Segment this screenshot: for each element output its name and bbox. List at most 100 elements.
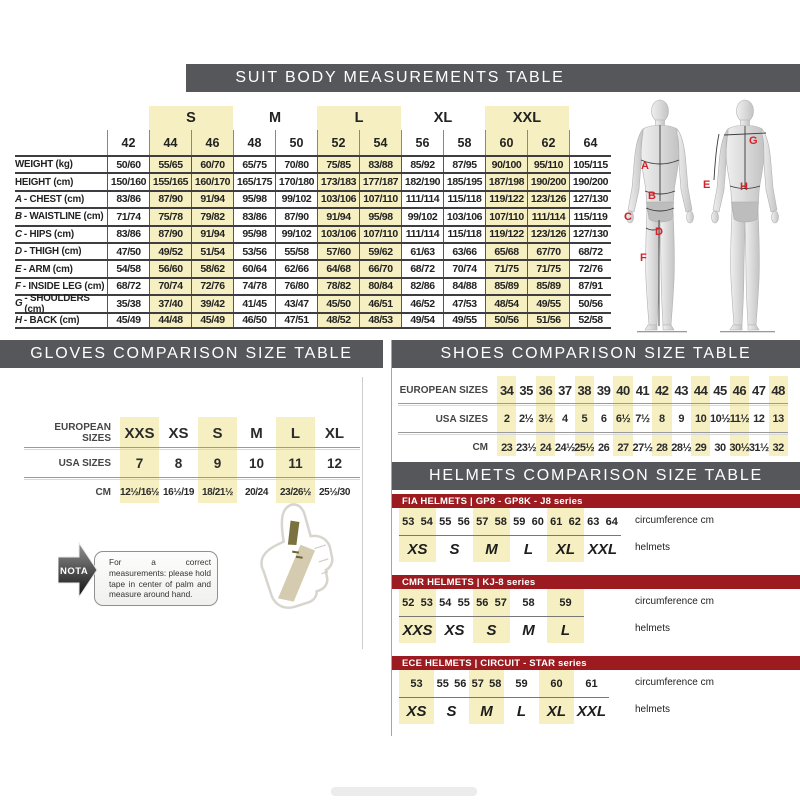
suit-value-cell: 103/106	[317, 226, 359, 242]
suit-size-group-row: S M L XL XXL	[15, 106, 611, 130]
shoes-table-title: SHOES COMPARISON SIZE TABLE	[440, 345, 752, 362]
helmet-circumference-value: 52	[402, 596, 415, 609]
shoes-table-cell: 8	[659, 413, 665, 425]
helmet-circumference-value: 61	[550, 515, 563, 528]
gloves-table-highlight-strip	[198, 417, 237, 503]
suit-value-cell: 76/80	[275, 278, 317, 295]
helmet-circumference-value: 60	[531, 515, 544, 528]
helmet-size-cell: L	[516, 702, 527, 720]
suit-value-cell: 71/75	[527, 261, 569, 277]
gloves-table-row: EUROPEAN SIZES XXS XS S M L XL	[24, 420, 360, 446]
shoes-table-cell: 9	[678, 413, 685, 425]
helmet-circumference-group: 55 56	[434, 670, 469, 697]
measurement-note-bubble: For a correct measurements: please hold …	[94, 551, 218, 607]
figure-label-E: E	[703, 179, 710, 191]
shoes-table-cell: 4	[562, 413, 568, 425]
helmet-section-body: 53 54 55 56 57 58 59 60 61 62 63 64 XS S M L XL XXL	[392, 508, 800, 562]
suit-table-row: C - HIPS (cm) 83/86 87/90 91/94 95/98 99/102 1…	[15, 224, 611, 242]
suit-value-cell: 85/92	[401, 157, 443, 173]
suit-value-cell: 49/55	[443, 313, 485, 327]
suit-value-cell: 123/126	[527, 226, 569, 242]
shoes-table-cell: 32	[772, 441, 785, 454]
suit-value-cell: 75/85	[317, 157, 359, 173]
suit-value-cell: 185/195	[443, 174, 485, 190]
gloves-panel-divider-line	[362, 377, 363, 649]
gloves-table-cell: 8	[174, 456, 183, 471]
suit-size-group: M	[268, 110, 282, 126]
suit-row-label: C - HIPS (cm)	[15, 228, 74, 240]
suit-value-cell: 150/160	[107, 174, 149, 190]
suit-value-cell: 82/86	[401, 278, 443, 295]
gloves-table-row: CM 12½/16½ 16½/19 18/21½ 20/24 23/26½ 25½/30	[24, 481, 360, 503]
gloves-table-cell: 11	[288, 456, 303, 471]
gloves-table-row-label: USA SIZES	[58, 458, 111, 469]
helmet-size-cell: XL	[539, 698, 574, 724]
shoes-table-row: USA SIZES 2 2½ 3½ 4 5 6 6½ 7½ 8 9 10 10½ 11½ 12 13	[398, 407, 788, 431]
shoes-table-cell: 12	[753, 413, 765, 425]
suit-value-cell: 35/38	[107, 296, 149, 312]
shoes-table-cell: 45	[713, 382, 727, 398]
helmet-circumference-value: 56	[457, 515, 470, 528]
suit-value-cell: 70/80	[275, 157, 317, 173]
helmet-size-cell: XXL	[576, 702, 607, 720]
helmet-circumference-value: 57	[494, 596, 507, 609]
helmet-circumference-value: 55	[436, 677, 449, 690]
shoes-table-cell: 30	[714, 441, 726, 454]
helmet-circumference-row: 53 54 55 56 57 58 59 60 61 62 63 64	[399, 508, 621, 536]
suit-value-cell: 103/106	[317, 191, 359, 208]
figure-label-A: A	[641, 160, 649, 172]
helmet-circumference-value: 58	[489, 677, 502, 690]
suit-value-cell: 70/74	[149, 278, 191, 295]
suit-value-cell: 44/48	[149, 313, 191, 327]
suit-value-cell: 91/94	[191, 191, 233, 208]
shoes-table-cell: 31½	[748, 441, 769, 454]
helmet-size-cell: S	[449, 540, 460, 558]
helmet-size-cell: XS	[399, 536, 436, 562]
suit-table-title: SUIT BODY MEASUREMENTS TABLE	[235, 69, 565, 86]
helmet-circumference-group: 57 58	[473, 508, 510, 535]
suit-size-column-header: 46	[191, 130, 233, 155]
suit-value-cell: 60/70	[191, 157, 233, 173]
suit-value-cell: 45/49	[191, 313, 233, 327]
suit-table-row: WEIGHT (kg) 50/60 55/65 60/70 65/75 70/80 75/8…	[15, 155, 611, 173]
helmet-section: FIA HELMETS | GP8 - GP8K - J8 series 53 54…	[392, 494, 800, 562]
suit-value-cell: 91/94	[191, 226, 233, 242]
helmet-circumference-group: 59	[504, 670, 539, 697]
suit-value-cell: 64/68	[317, 261, 359, 277]
suit-value-cell: 61/63	[401, 243, 443, 260]
helmet-circumference-group: 61 62	[547, 508, 584, 535]
suit-value-cell: 90/100	[485, 157, 527, 173]
helmet-size-cell: M	[469, 698, 504, 724]
helmet-section-body: 52 53 54 55 56 57 58 59 XXS XS S M L	[392, 589, 800, 643]
gloves-table-cell: XL	[324, 424, 345, 442]
shoes-table-cell: 36	[538, 382, 553, 398]
suit-value-cell: 51/54	[191, 243, 233, 260]
suit-value-cell: 80/84	[359, 278, 401, 295]
suit-value-cell: 83/86	[233, 209, 275, 225]
shoes-table-cell: 11½	[729, 413, 750, 425]
suit-value-cell: 107/110	[485, 209, 527, 225]
suit-value-cell: 45/49	[107, 313, 149, 327]
helmet-size-cell: L	[523, 540, 534, 558]
helmet-circumference-value: 54	[439, 596, 452, 609]
suit-value-cell: 107/110	[359, 226, 401, 242]
helmet-circumference-value: 55	[457, 596, 470, 609]
shoes-table-cell: 34	[499, 382, 514, 398]
nota-label: NOTA	[60, 566, 88, 577]
shoes-table-cell: 26	[598, 441, 610, 454]
suit-value-cell: 47/53	[443, 296, 485, 312]
helmet-circumference-group: 55 56	[436, 508, 473, 535]
suit-value-cell: 160/170	[191, 174, 233, 190]
suit-value-cell: 95/110	[527, 157, 569, 173]
suit-value-cell: 127/130	[569, 226, 611, 242]
suit-value-cell: 87/91	[569, 278, 611, 295]
suit-value-cell: 65/75	[233, 157, 275, 173]
shoes-table-cell: 38	[577, 382, 592, 398]
suit-value-cell: 48/52	[317, 313, 359, 327]
helmet-circumference-value: 59	[559, 596, 572, 609]
shoes-table-cell: 7½	[635, 413, 650, 425]
helmet-series-band: ECE HELMETS | CIRCUIT - STAR series	[392, 656, 800, 670]
shoes-table-highlight-strip	[691, 376, 711, 456]
shoes-table-cell: 5	[581, 413, 588, 425]
shoes-table-separator-line	[398, 403, 788, 406]
